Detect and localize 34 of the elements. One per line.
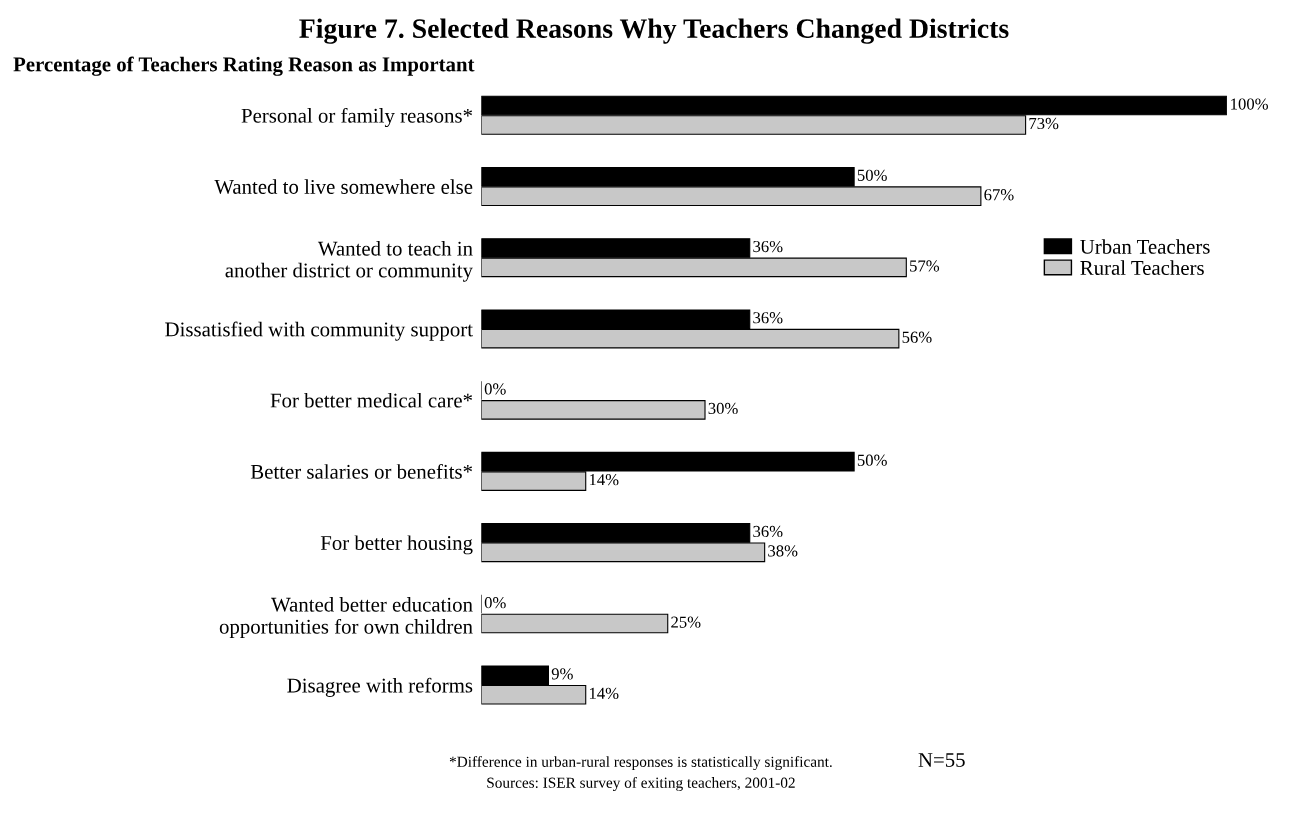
data-label: 25% <box>671 616 701 628</box>
y-tick-label: Disagree with reforms <box>287 677 473 697</box>
y-tick-label: For better housing <box>320 535 473 555</box>
data-label: 36% <box>753 240 783 253</box>
data-label: 30% <box>708 402 738 415</box>
y-tick-label: Wanted to teach in another district or community <box>225 241 473 282</box>
data-label: 14% <box>589 474 619 486</box>
data-label: 9% <box>551 668 573 680</box>
data-label: 73% <box>1029 117 1059 130</box>
data-label: 50% <box>857 454 887 466</box>
data-label: 100% <box>1231 98 1268 110</box>
y-tick-label: Better salaries or benefits* <box>250 463 473 479</box>
y-tick-label: For better medical care* <box>270 392 473 408</box>
data-label: 50% <box>857 169 887 181</box>
data-label: 36% <box>753 525 783 538</box>
text: N=55 <box>918 753 965 767</box>
data-label: 57% <box>910 260 940 272</box>
y-tick-label: Personal or family reasons* <box>241 107 473 128</box>
y-tick-label: Wanted to live somewhere else <box>214 179 473 194</box>
chart-title: Figure 7. Selected Reasons Why Teachers Changed Districts <box>299 18 1009 44</box>
legend-label: Rural Teachers <box>1080 260 1204 275</box>
data-label: 14% <box>589 687 619 700</box>
legend-label: Urban Teachers <box>1080 239 1210 254</box>
data-label: 56% <box>902 331 932 343</box>
text: Percentage of Teachers Rating Reason as Important <box>13 56 475 76</box>
text: *Difference in urban-rural responses is statistically significant. <box>449 756 832 771</box>
data-label: 0% <box>484 597 506 609</box>
y-tick-label: Dissatisfied with community support <box>165 321 473 341</box>
data-label: 38% <box>768 545 798 557</box>
data-label: 36% <box>753 312 783 324</box>
data-label: 67% <box>984 189 1014 201</box>
y-tick-label: Wanted better education opportunities for own children <box>219 597 473 638</box>
data-label: 0% <box>484 383 506 395</box>
source-note: Sources: ISER survey of exiting teachers, 2001-02 <box>487 776 795 792</box>
